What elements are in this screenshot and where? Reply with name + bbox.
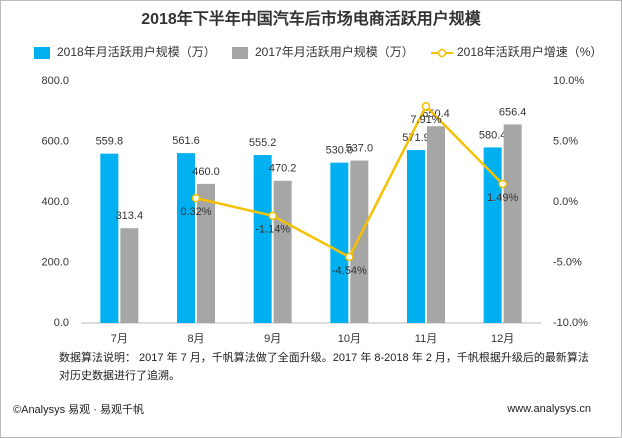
x-tick-label: 10月 bbox=[338, 333, 361, 345]
note: 数据算法说明： 2017 年 7 月，千帆算法做了全面升级。2017 年 8-2… bbox=[59, 352, 589, 382]
line-marker bbox=[498, 179, 507, 189]
x-tick-label: 7月 bbox=[111, 333, 128, 345]
data-label: -1.14% bbox=[255, 224, 290, 236]
y2-tick-label: 10.0% bbox=[553, 75, 584, 87]
legend-swatch bbox=[437, 48, 447, 58]
data-label: 561.6 bbox=[172, 135, 200, 147]
data-label: 580.4 bbox=[479, 129, 507, 141]
line-marker bbox=[191, 193, 201, 203]
bar bbox=[197, 183, 215, 323]
bar bbox=[177, 153, 195, 323]
legend-label: 2018年月活跃用户规模（万） bbox=[57, 44, 216, 59]
x-tick-label: 11月 bbox=[415, 333, 437, 345]
bar bbox=[407, 150, 425, 323]
chart-title: 2018年下半年中国汽车后市场电商活跃用户规模 bbox=[141, 9, 482, 28]
bar bbox=[253, 155, 272, 323]
y2-tick-label: -10.0% bbox=[553, 317, 588, 329]
bar bbox=[350, 160, 369, 323]
data-label: 313.4 bbox=[116, 210, 144, 222]
data-label: 1.49% bbox=[487, 192, 518, 204]
data-label: 559.8 bbox=[96, 136, 124, 148]
y-tick-label: 400.0 bbox=[41, 196, 69, 208]
legend-label: 2018年活跃用户增速（%） bbox=[457, 44, 602, 59]
bar bbox=[120, 228, 139, 323]
y2-tick-label: -5.0% bbox=[553, 256, 582, 268]
x-tick-label: 8月 bbox=[187, 333, 204, 345]
bar bbox=[273, 180, 292, 323]
bar bbox=[503, 124, 522, 324]
data-label: 7.91% bbox=[410, 114, 441, 126]
data-label: 470.2 bbox=[269, 163, 297, 175]
y-tick-label: 600.0 bbox=[41, 135, 69, 147]
legend-swatch bbox=[232, 47, 248, 59]
bar bbox=[100, 153, 119, 323]
line-marker bbox=[345, 252, 354, 262]
website: www.analysys.cn bbox=[507, 403, 591, 415]
bar bbox=[427, 126, 445, 323]
data-label: 656.4 bbox=[499, 106, 527, 118]
y-tick-label: 0.0 bbox=[54, 317, 69, 329]
y-tick-label: 200.0 bbox=[41, 256, 69, 268]
data-label: 555.2 bbox=[249, 137, 277, 149]
y-tick-label: 800.0 bbox=[41, 75, 69, 87]
line bbox=[195, 104, 504, 259]
data-label: -4.54% bbox=[332, 265, 367, 277]
y2-tick-label: 5.0% bbox=[553, 135, 578, 147]
legend-label: 2017年月活跃用户规模（万） bbox=[255, 44, 414, 59]
x-tick-label: 12月 bbox=[491, 333, 514, 345]
data-label: 571.9 bbox=[402, 132, 430, 144]
data-label: 537.0 bbox=[346, 142, 374, 154]
bar bbox=[483, 147, 502, 323]
source: ©Analysys 易观 · 易观千帆 bbox=[13, 404, 144, 416]
legend-swatch bbox=[34, 47, 50, 59]
data-label: 460.0 bbox=[192, 166, 220, 178]
y2-tick-label: 0.0% bbox=[553, 196, 578, 208]
data-label: 530.0 bbox=[326, 145, 354, 157]
data-label: 0.32% bbox=[180, 206, 211, 218]
line-marker bbox=[421, 102, 431, 111]
bar bbox=[330, 162, 349, 323]
line-marker bbox=[268, 211, 277, 221]
x-tick-label: 9月 bbox=[264, 333, 281, 345]
